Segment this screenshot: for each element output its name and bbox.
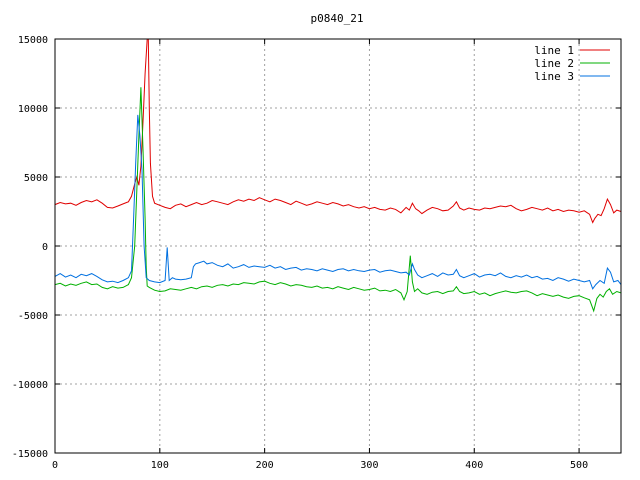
y-tick-label: 5000 [24,173,48,184]
y-tick-label: -10000 [12,380,48,391]
x-tick-label: 100 [151,460,169,471]
x-tick-label: 400 [465,460,483,471]
x-tick-label: 200 [256,460,274,471]
x-tick-label: 500 [570,460,588,471]
y-tick-label: -5000 [18,311,48,322]
legend-label-3: line 3 [534,70,574,83]
legend-label-1: line 1 [534,44,574,57]
y-tick-label: -15000 [12,449,48,460]
grid [55,39,621,453]
series-line-1 [55,39,621,224]
series-group [55,39,621,313]
x-tick-label: 0 [52,460,58,471]
y-tick-label: 0 [42,242,48,253]
series-line-3 [55,114,621,290]
y-tick-label: 10000 [18,104,48,115]
x-tick-label: 300 [360,460,378,471]
series-line-2 [55,87,621,313]
axes: 0 100 200 300 400 500 -15000 -10000 -5000 0 5000 10… [12,35,621,471]
chart-title: p0840_21 [311,12,364,25]
y-tick-label: 15000 [18,35,48,46]
legend-label-2: line 2 [534,57,574,70]
